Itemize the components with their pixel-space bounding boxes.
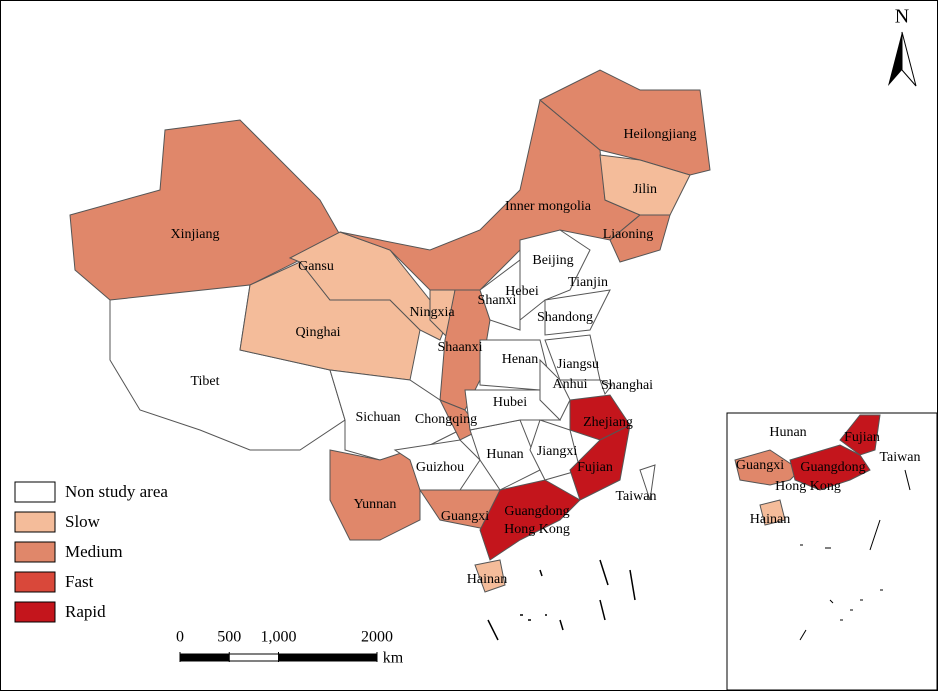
inset xyxy=(726,412,938,691)
inset-label: Fujian xyxy=(844,430,880,445)
region-label: Chongqing xyxy=(415,412,477,427)
region-label: Fujian xyxy=(577,460,613,475)
legend-swatch xyxy=(14,511,56,533)
region xyxy=(609,214,671,263)
region-label: Inner mongolia xyxy=(505,199,592,214)
region xyxy=(479,259,521,331)
inset-label: Guangxi xyxy=(736,458,784,473)
north-arrow: N xyxy=(888,6,917,87)
region-label: Shaanxi xyxy=(437,340,482,355)
region xyxy=(569,424,631,501)
north-label: N xyxy=(895,6,909,28)
inset-hainan xyxy=(759,499,786,526)
legend-swatch xyxy=(14,601,56,623)
region-label: Hubei xyxy=(493,395,527,410)
region-label: Guizhou xyxy=(416,460,464,475)
legend-swatch xyxy=(14,481,56,503)
region xyxy=(329,449,421,541)
region-label: Yunnan xyxy=(354,497,397,512)
regions xyxy=(69,69,711,593)
region-label: Xinjiang xyxy=(171,227,220,242)
region-label: Hunan xyxy=(486,447,523,462)
region-label: Jiangsu xyxy=(557,357,599,372)
region-label: Hainan xyxy=(467,572,507,587)
region-label: Jilin xyxy=(633,182,657,197)
scale-tick-label: 1,000 xyxy=(261,629,297,646)
legend-label: Non study area xyxy=(65,482,168,501)
legend-swatch xyxy=(14,571,56,593)
region-label: Shanghai xyxy=(601,378,653,393)
legend-label: Medium xyxy=(65,542,123,561)
islands xyxy=(487,559,636,641)
legend-label: Rapid xyxy=(65,602,106,621)
scale-segment xyxy=(228,653,279,662)
inset-label: Taiwan xyxy=(879,450,920,465)
region-label: Anhui xyxy=(553,377,588,392)
inset-label: Guangdong xyxy=(800,460,865,475)
region-label: Taiwan xyxy=(615,489,656,504)
scale-tick-label: 500 xyxy=(217,629,241,646)
legend-swatch xyxy=(14,541,56,563)
region xyxy=(599,379,613,396)
north-arrow-left xyxy=(888,32,902,86)
region-label: Shandong xyxy=(537,310,593,325)
inset-fujian xyxy=(839,414,881,456)
region xyxy=(544,289,611,336)
region-label: Shanxi xyxy=(478,293,517,308)
region-label: Henan xyxy=(502,352,539,367)
region-label: Qinghai xyxy=(295,325,340,340)
region-label: Heilongjiang xyxy=(623,127,696,142)
region-label: Liaoning xyxy=(603,227,654,242)
region xyxy=(479,479,581,561)
scale-bar: 0 500 1,000 2000 km xyxy=(176,629,404,667)
inset-label: Hunan xyxy=(769,425,806,440)
scale-segment xyxy=(179,653,230,662)
region xyxy=(519,229,591,322)
region-label: Zhejiang xyxy=(583,415,633,430)
region-label: Ningxia xyxy=(409,305,455,320)
region xyxy=(529,419,581,481)
region-label: Jiangxi xyxy=(537,444,578,459)
region-label: Tibet xyxy=(190,374,219,389)
region xyxy=(474,559,506,593)
legend: Non study area Slow Medium Fast Rapid xyxy=(14,481,168,623)
inset-label: Hong Kong xyxy=(775,479,841,494)
inset-labels: Hunan Fujian Guangxi Guangdong Taiwan Hong Ko… xyxy=(736,425,921,527)
scale-tick-label: 2000 xyxy=(361,629,393,646)
inset-label: Hainan xyxy=(750,512,790,527)
legend-label: Fast xyxy=(65,572,94,591)
region-label: Guangdong xyxy=(504,504,569,519)
region-label: Hebei xyxy=(505,284,539,299)
scale-tick-label: 0 xyxy=(176,629,184,646)
region-label: Guangxi xyxy=(441,509,489,524)
region-label: Hong Kong xyxy=(504,522,570,537)
region-label: Gansu xyxy=(298,259,334,274)
region xyxy=(539,69,711,176)
region-label: Sichuan xyxy=(355,410,400,425)
inset-islands xyxy=(799,469,911,641)
scale-segment xyxy=(278,653,378,662)
region-label: Beijing xyxy=(532,253,573,268)
inset-guangxi xyxy=(734,449,801,486)
region xyxy=(539,358,571,421)
region-label: Tianjin xyxy=(568,275,608,290)
region xyxy=(639,464,656,501)
scale-unit: km xyxy=(383,650,404,667)
north-arrow-right xyxy=(901,31,917,87)
legend-label: Slow xyxy=(65,512,101,531)
inset-guangdong xyxy=(789,444,871,491)
region-labels: Xinjiang Tibet Qinghai Gansu Inner mongolia H… xyxy=(171,127,697,587)
